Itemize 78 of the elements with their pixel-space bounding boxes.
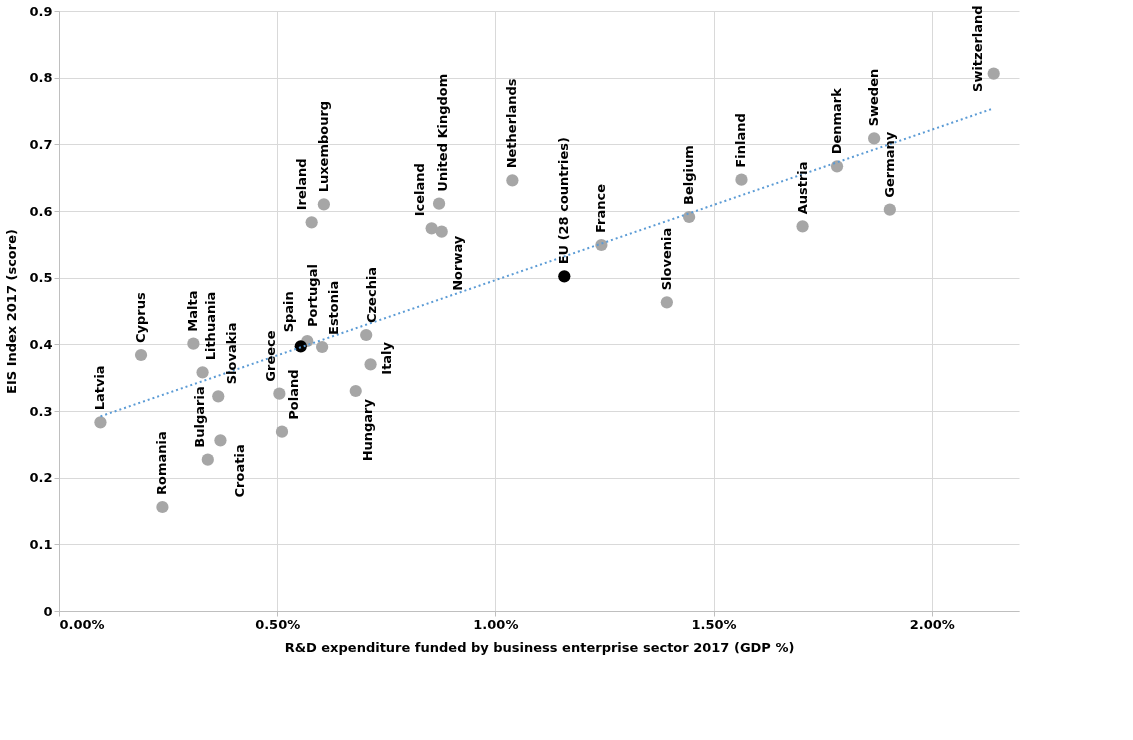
y-axis-title: EIS Index 2017 (score) bbox=[4, 229, 20, 394]
y-tick-label: 0.5 bbox=[29, 270, 53, 286]
point bbox=[196, 366, 209, 379]
annotation: Czechia bbox=[364, 266, 380, 323]
annotation: Austria bbox=[794, 161, 810, 215]
annotation: Greece bbox=[263, 330, 279, 382]
annotation: Belgium bbox=[681, 145, 697, 205]
point bbox=[830, 160, 844, 173]
annotation: Latvia bbox=[92, 365, 108, 411]
annotation: Cyprus bbox=[133, 292, 149, 343]
point bbox=[432, 197, 446, 210]
point bbox=[796, 220, 809, 233]
annotation: Estonia bbox=[326, 280, 342, 335]
annotation: EU (28 countries) bbox=[556, 137, 572, 265]
annotation: Portugal bbox=[305, 264, 321, 327]
point bbox=[201, 453, 214, 466]
x-tick-label: 0.00% bbox=[59, 616, 105, 632]
point bbox=[134, 348, 148, 362]
annotation: Sweden bbox=[866, 68, 882, 127]
point bbox=[987, 67, 1000, 80]
annotation: Switzerland bbox=[969, 5, 985, 92]
y-tick-label: 0.1 bbox=[29, 536, 53, 552]
annotation: Bulgaria bbox=[191, 386, 207, 448]
annotation: Poland bbox=[285, 369, 301, 420]
point bbox=[868, 132, 881, 145]
y-tick-label: 0.8 bbox=[29, 70, 53, 86]
annotation: Lithuania bbox=[202, 291, 218, 361]
annotation: United Kingdom bbox=[435, 73, 451, 192]
y-tick-label: 0.9 bbox=[29, 3, 53, 19]
annotation: Hungary bbox=[359, 398, 375, 462]
point bbox=[316, 340, 329, 354]
y-tick-label: 0.4 bbox=[29, 336, 53, 352]
annotation: France bbox=[593, 183, 609, 233]
point bbox=[305, 216, 318, 229]
point bbox=[360, 328, 373, 342]
annotation: Germany bbox=[881, 131, 897, 198]
x-tick-label: 0.50% bbox=[255, 616, 301, 632]
point bbox=[317, 198, 330, 211]
x-tick-label: 1.50% bbox=[691, 616, 737, 632]
point bbox=[349, 384, 362, 398]
y-tick-label: 0.6 bbox=[29, 203, 53, 219]
y-tick-label: 0.2 bbox=[29, 470, 53, 486]
annotation: Ireland bbox=[293, 158, 309, 211]
point bbox=[364, 358, 377, 371]
point bbox=[435, 225, 448, 238]
point bbox=[156, 500, 169, 514]
annotation: Malta bbox=[185, 290, 201, 332]
x-tick-label: 2.00% bbox=[909, 616, 955, 632]
annotation: Romania bbox=[154, 431, 170, 495]
annotation: Italy bbox=[378, 341, 394, 375]
point bbox=[275, 425, 289, 438]
x-axis-title: R&D expenditure funded by business enterprise sector 2017 (GDP %) bbox=[284, 639, 795, 655]
point bbox=[214, 434, 227, 447]
point bbox=[735, 173, 748, 186]
annotation: Denmark bbox=[829, 87, 845, 155]
point bbox=[682, 210, 696, 224]
annotation: Iceland bbox=[411, 163, 427, 217]
x-tick-label: 1.00% bbox=[473, 616, 519, 632]
annotation: Luxembourg bbox=[315, 100, 331, 193]
annotation: Norway bbox=[449, 235, 465, 291]
y-tick-label: 0.3 bbox=[29, 403, 53, 419]
annotation: Finland bbox=[733, 113, 749, 168]
annotation: Spain bbox=[280, 291, 296, 333]
y-tick-label: 0 bbox=[43, 603, 53, 619]
y-tick-label: 0.7 bbox=[29, 136, 53, 152]
point bbox=[883, 203, 896, 216]
annotation: Croatia bbox=[232, 444, 248, 498]
point bbox=[425, 222, 438, 235]
annotation: Netherlands bbox=[504, 78, 520, 169]
point bbox=[94, 416, 107, 429]
point bbox=[273, 387, 286, 400]
point bbox=[212, 390, 225, 403]
point bbox=[660, 296, 673, 309]
annotation: Slovakia bbox=[224, 322, 240, 385]
point bbox=[558, 270, 571, 283]
annotation: Slovenia bbox=[658, 227, 674, 291]
point bbox=[506, 174, 519, 187]
point bbox=[187, 337, 200, 350]
